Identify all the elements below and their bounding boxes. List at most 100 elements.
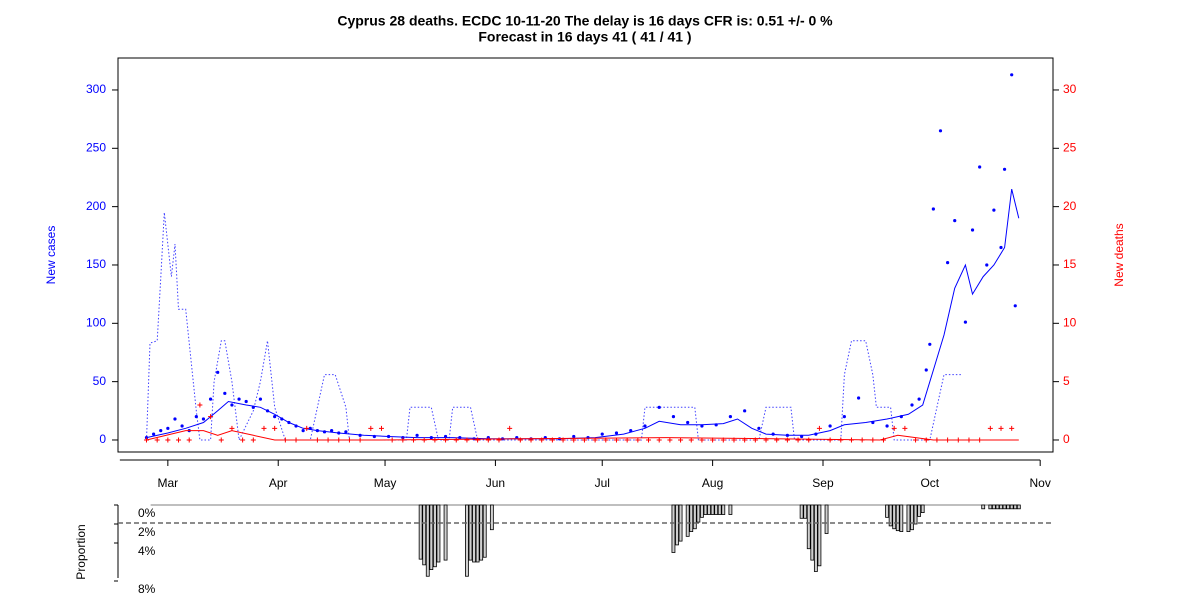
- plot-frame: [117, 57, 1054, 453]
- y2-tick-label: 20: [1063, 199, 1077, 213]
- death-plus: [432, 437, 438, 443]
- case-point: [258, 397, 263, 401]
- death-plus: [411, 437, 417, 443]
- y-tick-label: 300: [86, 82, 106, 96]
- bar: [703, 504, 708, 515]
- case-point: [978, 165, 982, 169]
- death-plus: [710, 437, 716, 443]
- death-plus: [731, 437, 737, 443]
- bar: [700, 504, 704, 518]
- case-point: [159, 429, 163, 433]
- case-point: [985, 263, 989, 267]
- bar: [717, 504, 722, 515]
- death-plus: [966, 437, 972, 443]
- death-plus: [688, 437, 694, 443]
- case-point: [953, 219, 957, 223]
- bar: [824, 504, 829, 534]
- death-plus: [870, 437, 876, 443]
- bar: [710, 504, 715, 515]
- bar: [489, 504, 494, 531]
- death-plus: [592, 437, 598, 443]
- bar: [422, 504, 427, 566]
- case-point: [924, 368, 928, 372]
- y-tick-label: 0%: [138, 506, 156, 520]
- death-plus: [218, 437, 224, 443]
- bar: [913, 504, 918, 525]
- case-point: [572, 434, 576, 439]
- bar: [1006, 504, 1011, 510]
- death-plus: [240, 437, 246, 443]
- bar: [432, 504, 437, 568]
- death-plus: [667, 437, 673, 443]
- x-tick-label: Mar: [158, 476, 179, 490]
- bar: [817, 504, 822, 567]
- case-point: [443, 434, 448, 439]
- case-point: [614, 431, 619, 435]
- case-point: [301, 429, 305, 433]
- death-plus: [282, 437, 288, 443]
- bar: [991, 504, 996, 510]
- x-tick-label: Oct: [920, 476, 939, 490]
- case-point: [201, 417, 206, 421]
- series-line: [146, 430, 1019, 441]
- death-plus: [763, 437, 769, 443]
- case-point: [586, 436, 590, 440]
- bar: [1016, 504, 1021, 510]
- series-line: [146, 188, 1020, 440]
- x-tick-label: Jul: [595, 476, 610, 490]
- case-point: [216, 370, 220, 374]
- bar: [418, 504, 423, 560]
- chart-subtitle: Forecast in 16 days 41 ( 41 / 41 ): [478, 29, 691, 45]
- bar: [981, 504, 986, 510]
- death-plus: [357, 437, 363, 443]
- case-point: [992, 208, 996, 212]
- bar: [689, 504, 694, 533]
- bar: [685, 504, 690, 537]
- bar: [475, 504, 480, 563]
- case-point: [757, 426, 761, 430]
- case-point: [970, 228, 975, 232]
- bar: [988, 504, 993, 510]
- x-tick-label: Apr: [269, 476, 288, 490]
- y-tick-label: 0: [99, 432, 106, 446]
- x-tick-label: Sep: [812, 476, 834, 490]
- death-plus: [646, 437, 652, 443]
- death-plus: [613, 437, 619, 443]
- y-tick-label: 4%: [138, 544, 156, 558]
- case-point: [180, 424, 184, 428]
- case-point: [194, 415, 198, 419]
- bar: [999, 504, 1003, 510]
- death-plus: [859, 437, 865, 443]
- case-point: [152, 432, 156, 436]
- death-plus: [581, 437, 587, 443]
- case-point: [629, 429, 633, 433]
- death-plus: [272, 425, 278, 431]
- death-plus: [197, 402, 203, 408]
- y-axis-label: Proportion: [74, 524, 88, 579]
- bar: [696, 504, 701, 523]
- bar: [692, 504, 697, 530]
- death-plus: [485, 437, 491, 443]
- death-plus: [165, 437, 171, 443]
- death-plus: [774, 437, 780, 443]
- case-point: [946, 261, 950, 265]
- bar: [803, 504, 808, 519]
- y2-tick-label: 30: [1063, 82, 1077, 96]
- death-plus: [517, 437, 523, 443]
- bar: [429, 504, 434, 570]
- case-point: [315, 429, 319, 433]
- death-plus: [186, 437, 192, 443]
- death-plus: [603, 437, 609, 443]
- death-plus: [507, 425, 513, 431]
- death-plus: [549, 437, 555, 443]
- bar: [1009, 504, 1014, 510]
- case-point: [728, 415, 733, 419]
- death-plus: [539, 437, 545, 443]
- death-plus: [656, 437, 662, 443]
- case-point: [963, 320, 968, 324]
- x-tick-label: May: [374, 476, 397, 490]
- death-plus: [293, 437, 299, 443]
- y-tick-label: 50: [93, 374, 107, 388]
- case-point: [885, 424, 889, 428]
- case-point: [230, 403, 234, 407]
